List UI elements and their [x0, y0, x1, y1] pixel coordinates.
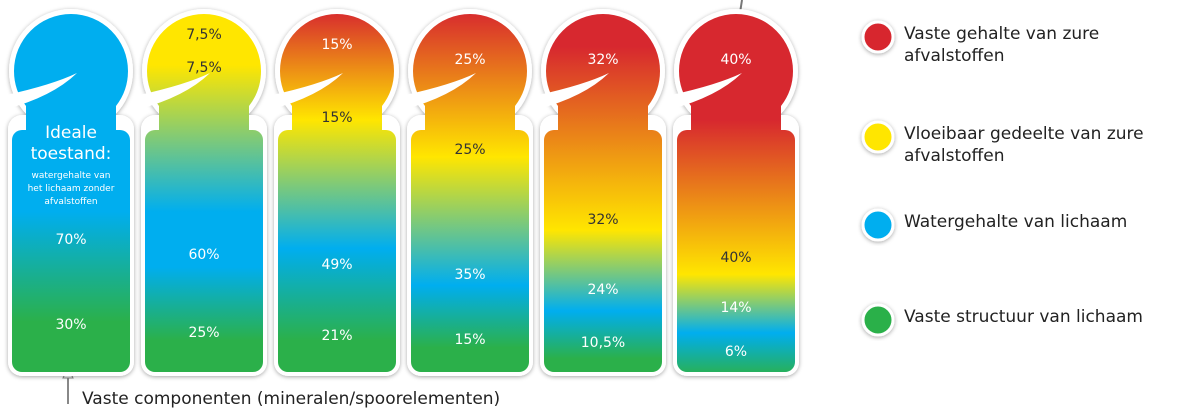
mouth	[139, 73, 210, 109]
percentage-label: 6%	[724, 344, 748, 360]
percentage-label: 7,5%	[186, 27, 222, 43]
figure-subtitle: watergehalte van het lichaam zonder afva…	[27, 171, 115, 207]
figure	[538, 9, 666, 376]
percentage-label: 25%	[188, 325, 220, 341]
figure-body	[411, 14, 529, 372]
legend-swatch	[861, 120, 895, 154]
legend-swatch	[861, 20, 895, 54]
percentage-label: 21%	[321, 328, 353, 344]
percentage-label: 32%	[587, 52, 619, 68]
legend-label: Vaste structuur van lichaam	[904, 307, 1143, 327]
percentage-label: 40%	[720, 250, 752, 266]
figure-body	[145, 14, 263, 372]
percentage-label: 15%	[454, 332, 486, 348]
percentage-label: 30%	[55, 317, 87, 333]
percentage-label: 7,5%	[186, 60, 222, 76]
legend-label: Vaste gehalte van zure afvalstoffen	[904, 24, 1100, 66]
percentage-label: 60%	[188, 247, 220, 263]
figure	[671, 9, 799, 376]
figure-body	[278, 14, 396, 372]
percentage-label: 32%	[587, 212, 619, 228]
legend-swatch	[861, 303, 895, 337]
percentage-label: 25%	[454, 52, 486, 68]
figure-body	[677, 14, 795, 372]
figure	[405, 9, 533, 376]
percentage-label: 35%	[454, 267, 486, 283]
percentage-label: 10,5%	[580, 335, 626, 351]
figure	[272, 9, 400, 376]
mouth	[6, 73, 77, 109]
figure-title: Ideale toestand:	[30, 123, 112, 164]
mouth	[272, 73, 343, 109]
figure	[139, 9, 267, 376]
mouth	[405, 73, 476, 109]
percentage-label: 15%	[321, 110, 353, 126]
legend-label: Vloeibaar gedeelte van zure afvalstoffen	[904, 124, 1144, 166]
percentage-label: 49%	[321, 257, 353, 273]
legend-swatch	[861, 208, 895, 242]
mouth	[538, 73, 609, 109]
footnote: Vaste componenten (mineralen/spoorelemen…	[82, 389, 501, 409]
percentage-label: 40%	[720, 52, 752, 68]
percentage-label: 25%	[454, 142, 486, 158]
mouth	[671, 73, 742, 109]
legend-label: Watergehalte van lichaam	[904, 212, 1128, 232]
percentage-label: 15%	[321, 37, 353, 53]
percentage-label: 24%	[587, 282, 619, 298]
percentage-label: 14%	[720, 300, 752, 316]
figure-body	[12, 14, 130, 372]
figure	[6, 9, 134, 376]
figure-body	[544, 14, 662, 372]
percentage-label: 70%	[55, 232, 87, 248]
